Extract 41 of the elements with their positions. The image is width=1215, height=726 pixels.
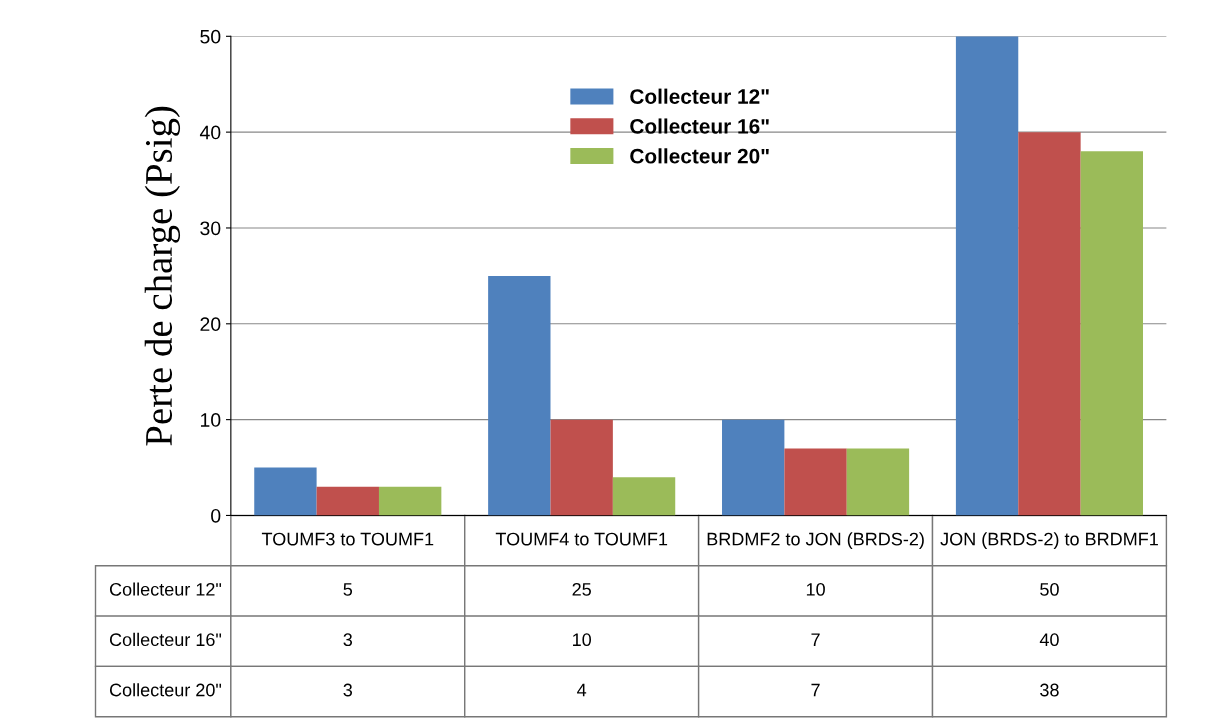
bar (550, 419, 613, 516)
y-tick-label: 10 (200, 413, 221, 427)
legend-label: Collecteur 16" (630, 118, 769, 134)
data-label: 50 (1040, 582, 1059, 596)
bar (378, 486, 442, 516)
text: Collecteur 20" (109, 683, 222, 697)
text: Collecteur 16" (109, 632, 222, 647)
legend-label: Collecteur 20" (630, 148, 769, 164)
data-label: 3 (343, 633, 353, 647)
bar (846, 448, 910, 516)
text: Collecteur 12" (109, 582, 222, 596)
legend-label: Collecteur 12" (630, 88, 769, 104)
bar (316, 486, 379, 516)
bar (488, 275, 551, 516)
y-tick-label: 40 (199, 125, 221, 140)
bar (784, 448, 847, 516)
bar (1018, 132, 1081, 516)
x-tick-label: TOUMF4 to TOUMF1 (495, 532, 668, 546)
y-tick-label: 20 (200, 317, 221, 332)
bar (612, 477, 676, 516)
x-tick-label: TOUMF3 to TOUMF1 (261, 532, 434, 546)
y-tick-label: 50 (200, 29, 221, 44)
y-tick-label: 30 (200, 221, 221, 236)
data-label: 5 (343, 583, 353, 596)
y-tick-label: 0 (211, 508, 221, 523)
data-label: 10 (806, 582, 825, 596)
bar (254, 467, 317, 516)
bar (722, 419, 785, 516)
x-tick-label: BRDMF2 to JON (BRDS-2) (707, 532, 924, 550)
bar (955, 36, 1019, 516)
data-label: 25 (572, 582, 591, 596)
data-label: 38 (1040, 683, 1059, 697)
data-label: 10 (573, 633, 592, 647)
x-tick-label: JON (BRDS-2) to BRDMF1 (940, 532, 1158, 550)
data-label: 4 (577, 683, 587, 697)
data-label: 3 (343, 683, 353, 697)
y-axis-title: Perte de charge (Psig) (144, 106, 181, 446)
data-label: 40 (1039, 633, 1059, 647)
data-label: 7 (811, 683, 820, 697)
bar (1080, 151, 1144, 516)
data-label: 7 (811, 633, 820, 646)
